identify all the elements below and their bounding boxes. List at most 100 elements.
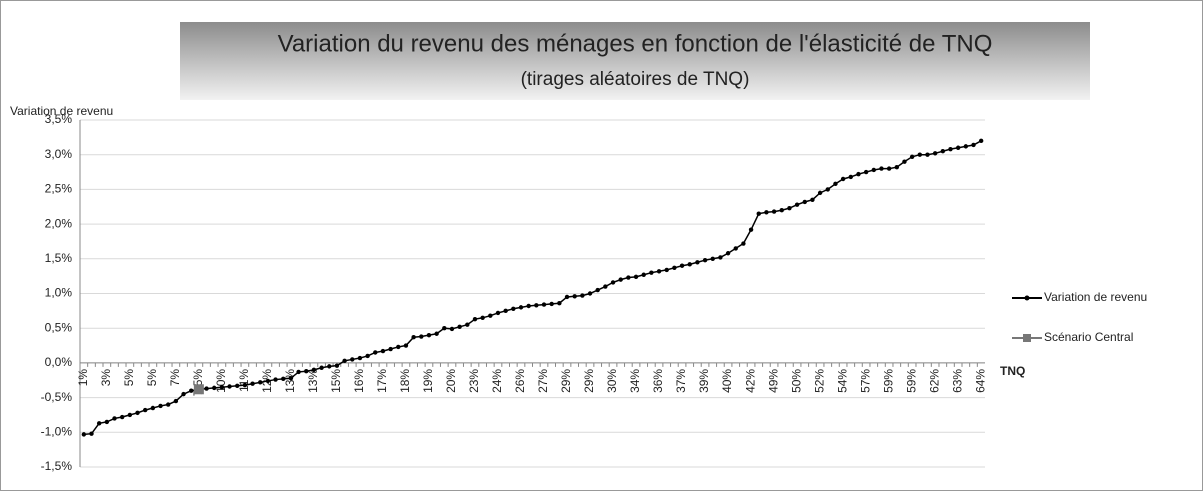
point [710,256,715,261]
point [442,326,447,331]
point [388,346,393,352]
point [626,275,631,280]
point [863,169,869,175]
point [480,315,485,320]
x-tick-label: 42% [743,369,757,393]
chart-title: Variation du revenu des ménages en fonct… [278,30,993,57]
point [825,187,830,192]
x-tick-label: 57% [858,369,872,393]
point [756,211,761,216]
point [741,241,746,246]
x-tick-label: 49% [766,369,780,393]
point [779,208,784,213]
point [219,384,225,390]
point [150,405,156,411]
y-tick-label: -0,5% [41,390,73,404]
point [373,350,378,355]
point [771,209,777,214]
point [909,154,915,159]
x-tick-label: 52% [812,369,826,393]
x-tick-label: 50% [789,369,803,393]
point [664,267,669,273]
x-tick-label: 39% [697,369,711,393]
point [334,363,340,368]
y-tick-label: 0,0% [45,355,73,369]
point [81,432,87,437]
point [840,176,846,182]
point [311,367,317,373]
point [488,313,493,318]
point [426,332,432,338]
point [541,302,547,307]
x-tick-label: 23% [467,369,481,393]
point [580,293,585,298]
point [212,385,217,391]
x-tick-label: 5% [122,369,136,387]
point [549,301,554,307]
point [449,326,455,332]
y-axis-label: Variation de revenu [10,104,113,118]
point [411,335,416,340]
point [718,255,723,260]
point [687,262,692,267]
x-tick-label: 26% [513,369,527,393]
point [142,407,148,413]
point [879,166,884,171]
point [193,384,204,395]
x-tick-label: 29% [559,369,573,393]
title-box [180,22,1090,100]
point [564,294,570,300]
point [112,416,117,421]
x-tick-label: 24% [490,369,504,393]
point [518,305,524,310]
series-line [83,140,982,436]
x-tick-label: 34% [628,369,642,393]
y-tick-label: 1,0% [45,286,73,300]
point [173,398,179,404]
point [633,274,639,280]
x-tick-label: 1% [76,369,90,387]
point [971,142,976,148]
point [871,167,876,173]
point [526,303,531,309]
x-tick-label: 13% [306,369,320,393]
point [104,419,110,425]
x-tick-label: 13% [283,369,297,393]
x-tick-label: 15% [329,369,343,393]
point [587,291,593,296]
point [396,344,401,350]
point [350,357,355,362]
point [610,280,616,285]
point [281,376,286,382]
point [96,421,102,426]
point [848,174,853,180]
point [557,301,562,306]
point [672,265,677,271]
point [963,144,969,149]
x-tick-label: 40% [720,369,734,393]
point [434,331,439,336]
point [817,190,823,196]
x-tick-label: 30% [605,369,619,393]
x-tick-label: 64% [973,369,987,393]
y-tick-label: 1,5% [45,251,73,265]
point [978,138,984,144]
y-tick-label: 2,0% [45,216,73,230]
legend-marker [1023,334,1031,342]
point [235,383,240,389]
point [89,431,94,436]
point [365,353,370,359]
point [511,306,516,311]
y-tick-label: 0,5% [45,320,73,334]
x-tick-label: 59% [881,369,895,393]
point [833,181,838,187]
point [702,257,708,263]
x-tick-label: 3% [99,369,113,387]
x-tick-label: 7% [168,369,182,387]
legend-label: Variation de revenu [1044,290,1147,304]
point [503,308,508,314]
point [695,260,700,265]
point [534,303,539,308]
point [902,159,907,164]
